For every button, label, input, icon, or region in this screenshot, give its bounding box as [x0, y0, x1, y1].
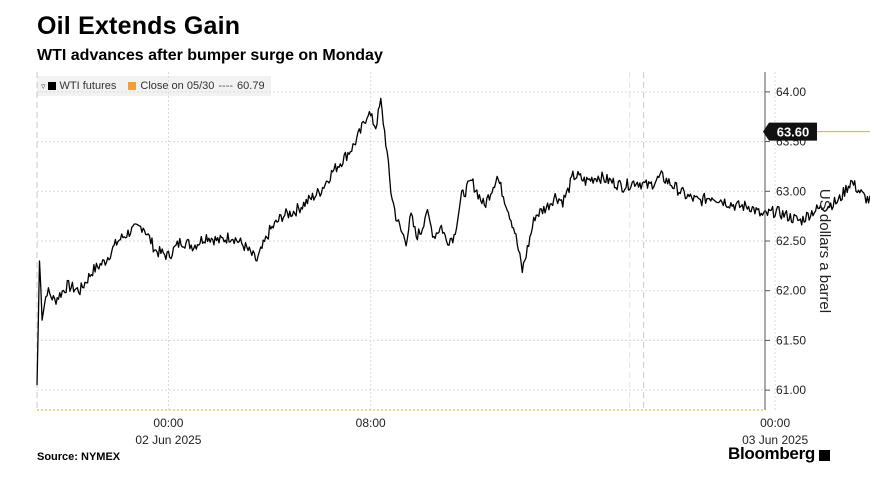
bloomberg-mark-icon — [819, 449, 830, 461]
legend-close-dashes: ---- — [218, 80, 234, 92]
legend-label-close: Close on 05/30 — [140, 80, 215, 92]
legend-label-wti: WTI futures — [59, 80, 117, 92]
x-tick-label: 08:00 — [356, 416, 386, 430]
last-value-label: 63.60 — [777, 125, 810, 140]
chart-subtitle: WTI advances after bumper surge on Monda… — [37, 47, 383, 64]
y-tick-label: 62.00 — [776, 284, 806, 298]
x-tick-label: 00:00 — [760, 416, 790, 430]
last-value-badge — [763, 122, 817, 141]
y-tick-label: 64.00 — [776, 85, 806, 99]
line-marker-icon: ▿ — [41, 80, 46, 91]
x-tick-label: 00:00 — [153, 416, 183, 430]
x-date-label: 03 Jun 2025 — [742, 433, 808, 447]
source-note: Source: NYMEX — [37, 451, 121, 463]
legend-item-close: Close on 05/30 ---- 60.79 — [128, 80, 265, 92]
y-axis-title: US dollars a barrel — [816, 189, 833, 313]
y-tick-label: 61.00 — [776, 383, 806, 397]
bloomberg-logo: Bloomberg — [728, 444, 830, 464]
legend-swatch-wti — [47, 82, 56, 90]
y-tick-label: 63.00 — [776, 184, 806, 198]
chart-title: Oil Extends Gain — [37, 12, 241, 40]
series-group — [36, 97, 870, 386]
y-tick-label: 61.50 — [776, 333, 806, 347]
legend-item-wti: ▿ WTI futures — [41, 80, 116, 92]
annotations: 63.60+2.814.62% — [763, 122, 870, 141]
series-line-wti-futures — [36, 97, 870, 386]
x-date-label: 02 Jun 2025 — [135, 433, 201, 447]
legend-close-value: 60.79 — [237, 80, 265, 92]
y-tick-label: 62.50 — [776, 234, 806, 248]
gridlines — [36, 72, 776, 410]
legend: ▿ WTI futures Close on 05/30 ---- 60.79 — [37, 76, 271, 96]
legend-swatch-close — [128, 82, 137, 90]
brand-text: Bloomberg — [727, 444, 815, 463]
